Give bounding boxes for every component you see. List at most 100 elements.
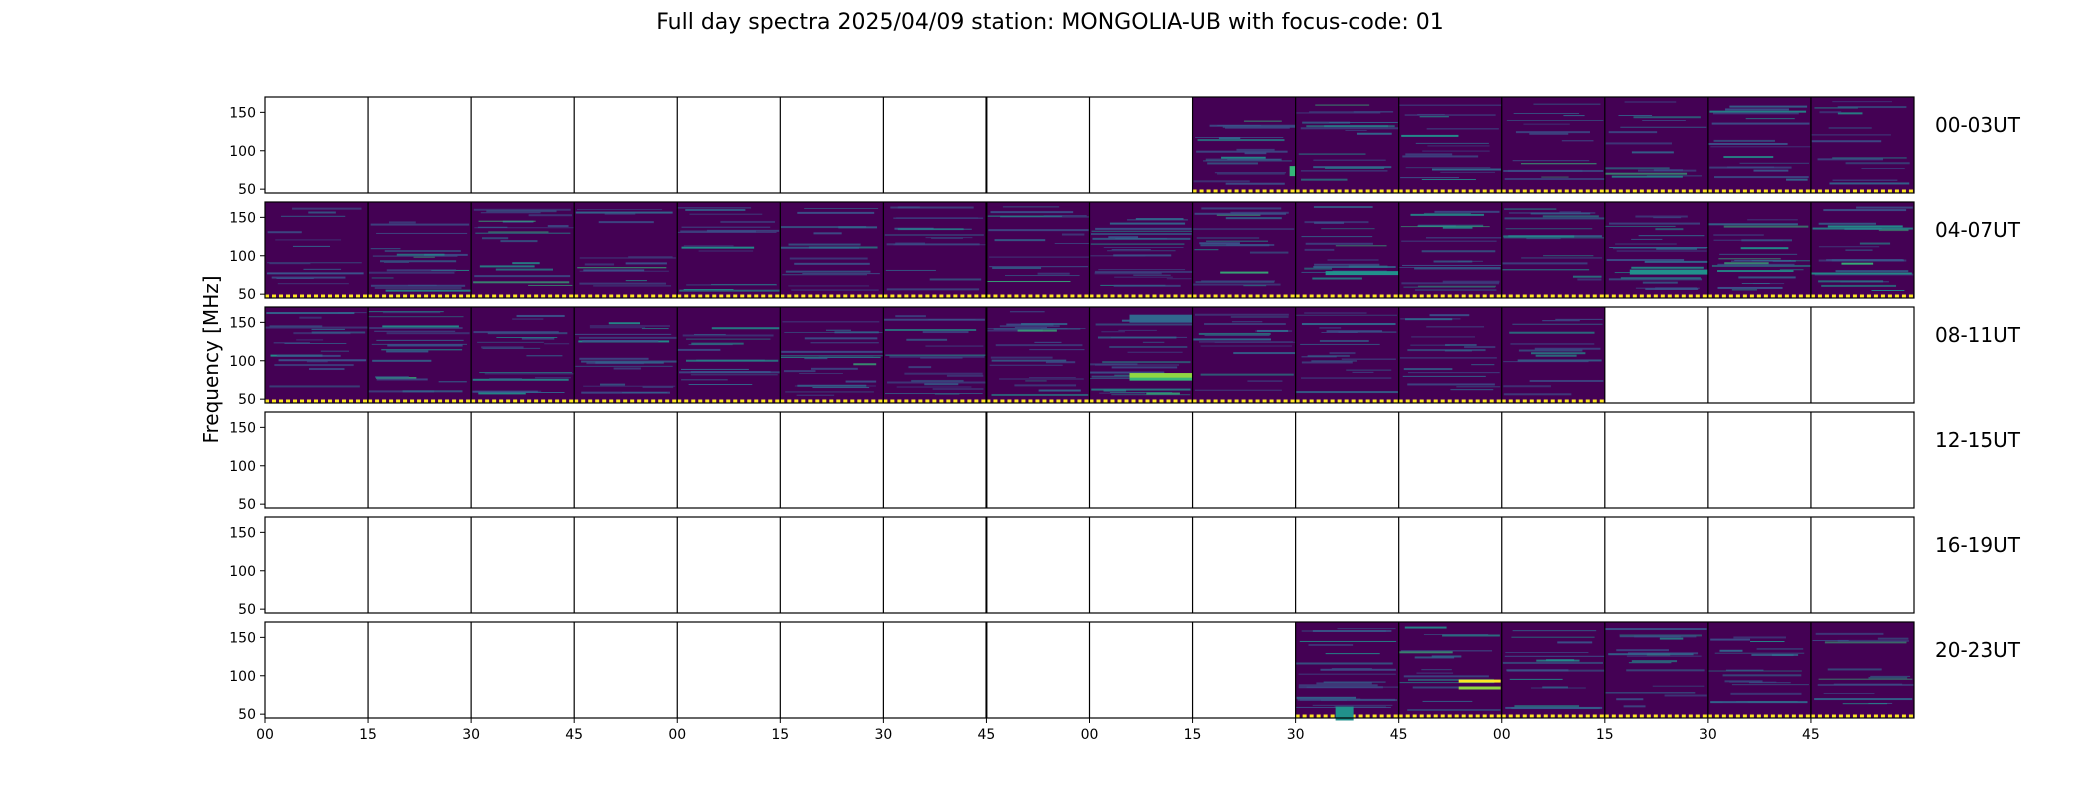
emission-band — [1401, 134, 1459, 137]
emission-band — [299, 316, 322, 319]
spectrogram-cell — [1398, 307, 1502, 403]
emission-band — [987, 327, 1086, 329]
emission-band — [477, 341, 544, 343]
emission-band — [1827, 668, 1882, 671]
emission-band — [1225, 217, 1282, 220]
emission-band — [1198, 341, 1293, 343]
emission-band — [698, 250, 754, 252]
emission-band — [1456, 386, 1501, 388]
emission-band — [1616, 649, 1669, 652]
emission-band — [1644, 260, 1708, 263]
spectrogram-background — [677, 202, 781, 298]
emission-band — [1108, 236, 1139, 239]
emission-band — [1653, 169, 1684, 172]
spectrogram-background — [368, 307, 472, 403]
emission-band — [544, 343, 570, 345]
x-tick-label: 45 — [978, 727, 996, 743]
spectrogram-cell — [677, 307, 781, 403]
emission-band — [1000, 216, 1090, 218]
spectrogram-cell — [1501, 202, 1605, 298]
emission-band — [1399, 682, 1495, 684]
spectrogram-background — [1707, 202, 1811, 298]
emission-band — [374, 287, 462, 290]
emission-band — [1624, 101, 1677, 103]
emission-band — [1319, 339, 1369, 342]
emission-band — [1103, 247, 1184, 249]
y-tick-label: 100 — [229, 249, 256, 265]
emission-band — [1521, 257, 1603, 259]
emission-band — [1301, 361, 1353, 364]
emission-band — [1503, 385, 1551, 388]
emission-band — [1642, 281, 1678, 284]
emission-band — [920, 357, 963, 359]
emission-band — [269, 263, 311, 265]
emission-band — [277, 283, 349, 285]
emission-band — [579, 257, 676, 259]
emission-band — [1534, 347, 1601, 350]
emission-band — [1109, 392, 1173, 394]
emission-band — [1740, 247, 1789, 250]
emission-band — [1817, 683, 1914, 686]
emission-band — [269, 325, 323, 328]
emission-band — [1517, 359, 1602, 362]
emission-band — [1094, 272, 1162, 275]
emission-band — [512, 318, 544, 320]
spectrogram-background — [1089, 307, 1193, 403]
emission-band — [1750, 641, 1785, 643]
emission-band — [1812, 227, 1913, 230]
emission-band — [1341, 358, 1396, 360]
emission-band — [812, 387, 870, 389]
emission-band — [1107, 250, 1176, 252]
spectrogram-background — [471, 307, 575, 403]
emission-band — [1604, 628, 1707, 631]
emission-band — [1414, 289, 1497, 291]
emission-band — [1542, 320, 1580, 322]
emission-band — [512, 262, 540, 265]
spectrogram-background — [1398, 307, 1502, 403]
emission-band — [1329, 121, 1398, 123]
emission-band — [1326, 330, 1383, 333]
emission-band — [1034, 341, 1062, 343]
emission-band — [265, 326, 368, 329]
emission-band — [1717, 286, 1783, 289]
emission-band — [574, 333, 672, 335]
emission-band — [1312, 277, 1362, 280]
emission-band — [475, 232, 571, 234]
emission-band — [885, 269, 936, 271]
emission-band — [1421, 669, 1452, 671]
emission-band — [1300, 170, 1388, 172]
emission-band — [1017, 329, 1057, 332]
spectrogram-background — [574, 202, 678, 298]
emission-band — [479, 265, 535, 268]
x-tick-label: 15 — [771, 727, 789, 743]
spectrogram-background — [780, 307, 884, 403]
emission-band — [1620, 277, 1701, 280]
emission-band — [1410, 213, 1484, 216]
y-tick-label: 50 — [238, 602, 256, 618]
emission-band — [677, 207, 752, 209]
emission-band — [925, 345, 984, 347]
spectrogram-background — [780, 202, 884, 298]
emission-band — [1712, 112, 1799, 115]
emission-band — [1823, 693, 1875, 695]
emission-band — [575, 211, 673, 214]
emission-band — [782, 274, 868, 276]
spectrogram-cell — [780, 202, 884, 298]
emission-band — [1606, 259, 1685, 262]
emission-band — [1634, 635, 1697, 638]
emission-band — [1224, 126, 1290, 129]
y-tick-label: 50 — [238, 707, 256, 723]
emission-band — [1530, 687, 1586, 689]
emission-band — [500, 240, 538, 243]
emission-band — [1756, 648, 1804, 650]
emission-band — [1877, 637, 1909, 640]
emission-band — [1709, 110, 1807, 113]
emission-band — [1335, 245, 1387, 247]
emission-band — [1196, 150, 1288, 153]
emission-band — [1508, 212, 1596, 214]
emission-band — [374, 330, 456, 332]
emission-band — [1502, 661, 1604, 664]
y-tick-label: 150 — [229, 315, 256, 331]
emission-band — [1620, 126, 1707, 128]
